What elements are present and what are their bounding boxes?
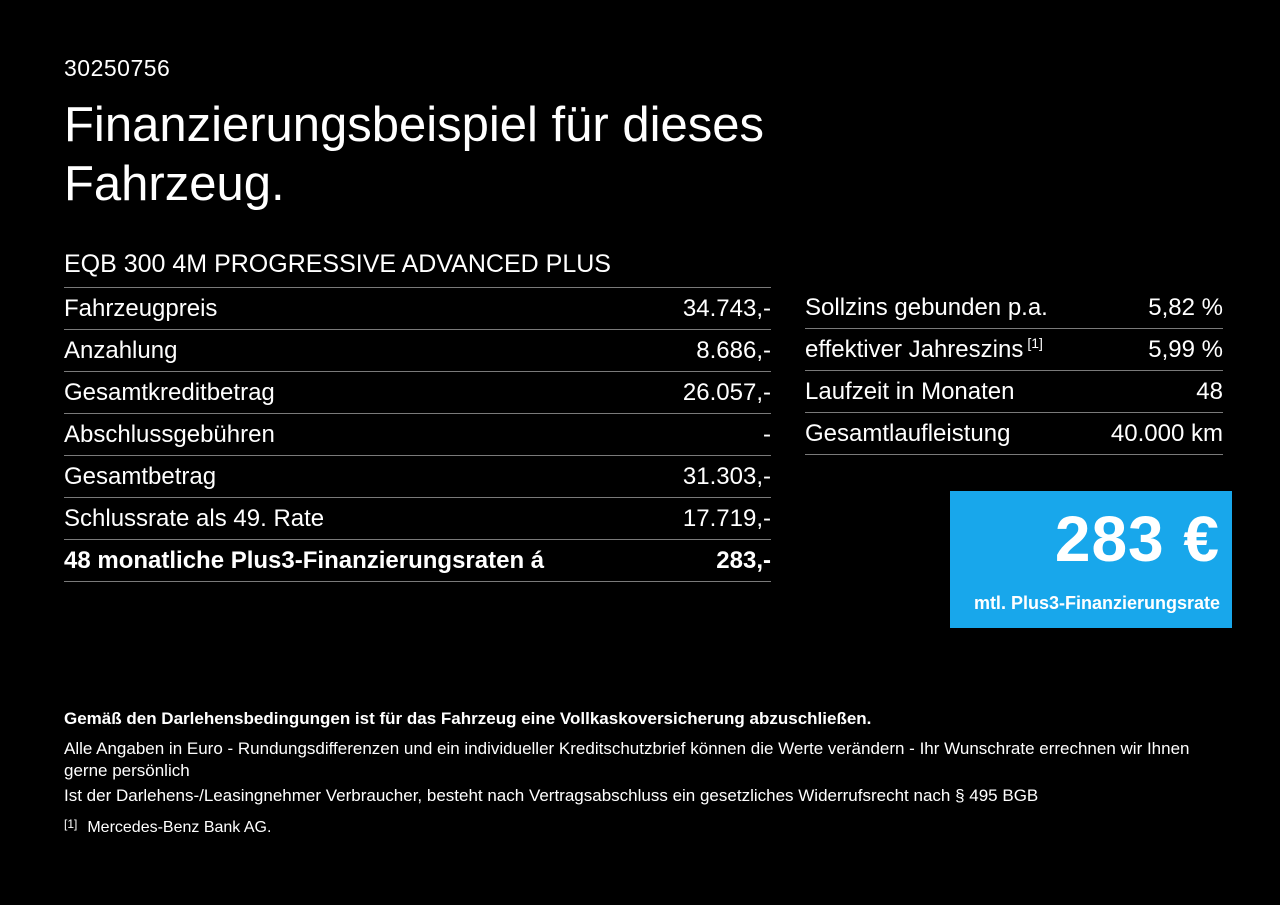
vehicle-id-number: 30250756 (64, 55, 171, 81)
row-value: 5,82 % (1148, 293, 1223, 321)
footer-disclaimer-line2: Ist der Darlehens-/Leasingnehmer Verbrau… (64, 786, 1039, 805)
table-row-gesamtkreditbetrag: Gesamtkreditbetrag 26.057,- (64, 372, 771, 414)
row-label: Sollzins gebunden p.a. (805, 293, 1048, 321)
table-row-anzahlung: Anzahlung 8.686,- (64, 330, 771, 372)
monthly-rate-caption: mtl. Plus3-Finanzierungsrate (973, 593, 1220, 613)
footnote-text: Mercedes-Benz Bank AG. (87, 819, 272, 836)
row-label: Laufzeit in Monaten (805, 377, 1015, 405)
row-value: 31.303,- (682, 462, 771, 490)
monthly-rate-amount: 283 € (1054, 503, 1220, 575)
financing-table-left: Fahrzeugpreis 34.743,- Anzahlung 8.686,-… (64, 287, 771, 582)
financing-table-right: Sollzins gebunden p.a. 5,82 % effektiver… (805, 287, 1223, 455)
row-label: Gesamtlaufleistung (805, 419, 1011, 447)
legal-footer: Gemäß den Darlehensbedingungen ist für d… (64, 708, 1224, 837)
table-row-sollzins: Sollzins gebunden p.a. 5,82 % (805, 287, 1223, 329)
table-row-schlussrate: Schlussrate als 49. Rate 17.719,- (64, 498, 771, 540)
row-value: 34.743,- (682, 294, 771, 322)
table-row-gesamtbetrag: Gesamtbetrag 31.303,- (64, 456, 771, 498)
footnote-reference: [1] (1027, 334, 1043, 351)
footnote-marker: [1] (64, 817, 78, 831)
row-value: 17.719,- (682, 504, 771, 532)
table-row-fahrzeugpreis: Fahrzeugpreis 34.743,- (64, 288, 771, 330)
row-label: Fahrzeugpreis (64, 294, 218, 322)
row-label: Gesamtkreditbetrag (64, 378, 275, 406)
table-row-monatsraten: 48 monatliche Plus3-Finanzierungsraten á… (64, 540, 771, 582)
row-label: Schlussrate als 49. Rate (64, 504, 325, 532)
row-value: 48 (1196, 377, 1223, 405)
footer-footnote: [1] Mercedes-Benz Bank AG. (64, 817, 1224, 837)
row-value: 40.000 km (1110, 419, 1223, 447)
row-label: Gesamtbetrag (64, 462, 217, 490)
row-label: effektiver Jahreszins [1] (805, 336, 1043, 364)
table-row-effektiver-jahreszins: effektiver Jahreszins [1] 5,99 % (805, 329, 1223, 371)
footer-disclaimer-line1: Alle Angaben in Euro - Rundungsdifferenz… (64, 739, 1190, 780)
table-row-abschlussgebuehren: Abschlussgebühren - (64, 414, 771, 456)
row-label: Abschlussgebühren (64, 420, 275, 448)
table-row-gesamtlaufleistung: Gesamtlaufleistung 40.000 km (805, 413, 1223, 455)
vehicle-model-name: EQB 300 4M PROGRESSIVE ADVANCED PLUS (64, 250, 611, 278)
row-value: 8.686,- (696, 336, 771, 364)
page-title: Finanzierungsbeispiel für dieses Fahrzeu… (64, 98, 764, 211)
row-value: - (763, 420, 771, 448)
monthly-rate-box: 283 € mtl. Plus3-Finanzierungsrate (950, 491, 1232, 628)
row-value: 26.057,- (682, 378, 771, 406)
row-label: Anzahlung (64, 336, 178, 364)
row-value: 283,- (716, 546, 771, 574)
footer-insurance-note: Gemäß den Darlehensbedingungen ist für d… (64, 709, 872, 728)
row-label-text: effektiver Jahreszins (805, 335, 1024, 363)
row-label: 48 monatliche Plus3-Finanzierungsraten á (64, 546, 545, 574)
row-value: 5,99 % (1148, 335, 1223, 363)
table-row-laufzeit: Laufzeit in Monaten 48 (805, 371, 1223, 413)
